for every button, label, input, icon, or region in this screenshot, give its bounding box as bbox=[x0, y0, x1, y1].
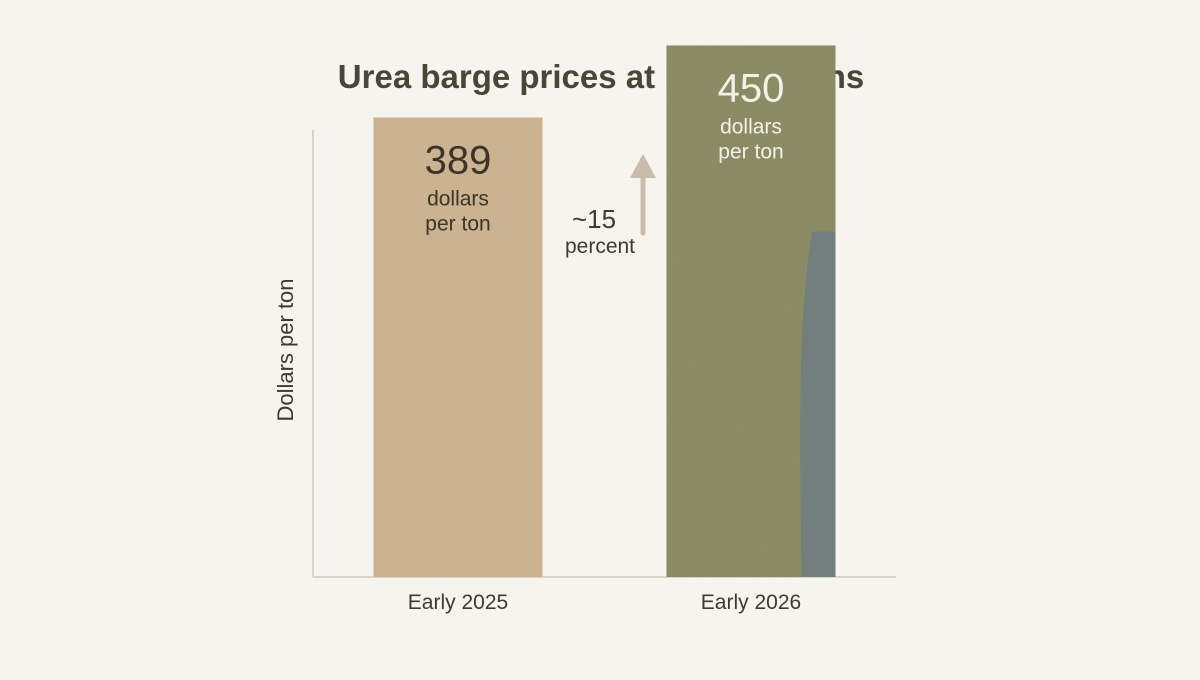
bar-unit-label-2-line2: per ton bbox=[718, 140, 783, 163]
bar-1 bbox=[373, 117, 543, 578]
change-annotation-unit: percent bbox=[565, 235, 635, 258]
bar-unit-label-1-line2: per ton bbox=[425, 212, 490, 235]
bar-value-label-2: 450 bbox=[718, 66, 785, 110]
bar-value-label-1: 389 bbox=[425, 138, 492, 182]
change-annotation-value: ~15 bbox=[572, 204, 616, 234]
x-tick-label-1: Early 2025 bbox=[408, 591, 508, 614]
bar-unit-label-2: dollars bbox=[720, 115, 782, 138]
x-tick-label-2: Early 2026 bbox=[701, 591, 801, 614]
up-arrow-icon bbox=[630, 154, 656, 236]
bars-group bbox=[373, 45, 836, 578]
bar-unit-label-1: dollars bbox=[427, 187, 489, 210]
y-axis-label: Dollars per ton bbox=[273, 278, 298, 421]
bar-2-accent bbox=[800, 231, 836, 577]
